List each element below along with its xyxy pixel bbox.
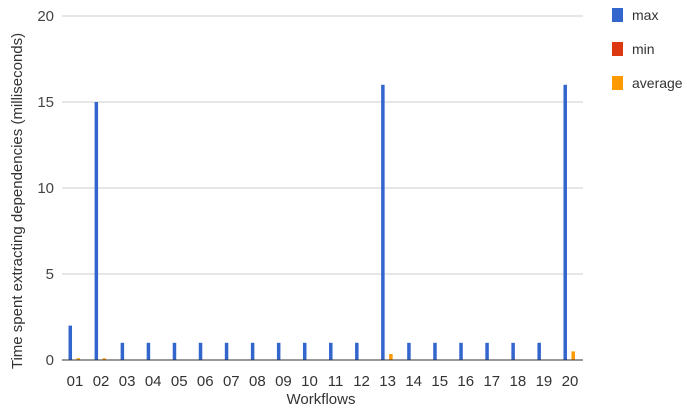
- bar-max-18: [511, 342, 515, 360]
- bar-max-07: [224, 342, 229, 360]
- bar-max-03: [120, 342, 125, 360]
- bar-max-06: [198, 342, 203, 360]
- x-tick-label: 15: [431, 373, 448, 390]
- bar-average-13: [389, 353, 393, 360]
- x-tick-label: 09: [275, 373, 292, 390]
- bar-max-17: [485, 342, 489, 360]
- bar-max-12: [355, 342, 359, 360]
- legend-label-max: max: [632, 7, 658, 23]
- legend: max min average: [612, 7, 683, 91]
- legend-swatch-min: [612, 42, 623, 56]
- x-tick-label: 16: [457, 373, 474, 390]
- x-tick-label: 20: [562, 373, 579, 390]
- x-tick-label: 13: [379, 373, 396, 390]
- x-tick-label: 10: [301, 373, 318, 390]
- gridlines: [62, 15, 583, 275]
- x-axis-title: Workflows: [287, 391, 356, 408]
- x-tick-label: 19: [536, 373, 553, 390]
- bar-max-19: [537, 342, 541, 360]
- y-tick-label: 0: [46, 352, 54, 369]
- x-tick-label: 18: [510, 373, 527, 390]
- x-tick-label: 04: [145, 373, 162, 390]
- bar-max-02: [94, 102, 99, 360]
- bar-max-08: [250, 342, 255, 360]
- bar-max-11: [329, 342, 333, 360]
- y-axis-ticks: 0 5 10 15 20: [37, 8, 54, 369]
- x-tick-label: 05: [171, 373, 188, 390]
- x-tick-label: 07: [223, 373, 240, 390]
- y-tick-label: 20: [37, 8, 54, 25]
- y-axis-title: Time spent extracting dependencies (mill…: [9, 33, 26, 369]
- x-tick-label: 03: [119, 373, 136, 390]
- x-tick-label: 02: [93, 373, 110, 390]
- bar-max-14: [407, 342, 411, 360]
- x-tick-label: 08: [249, 373, 266, 390]
- bar-average-20: [571, 351, 575, 360]
- y-tick-label: 5: [46, 266, 54, 283]
- legend-label-average: average: [632, 75, 683, 91]
- bar-max-20: [563, 84, 567, 361]
- bar-max-16: [459, 342, 463, 360]
- x-tick-label: 11: [328, 373, 344, 390]
- x-tick-label: 14: [405, 373, 422, 390]
- bars: [68, 84, 575, 361]
- x-tick-label: 06: [197, 373, 214, 390]
- x-tick-label: 17: [483, 373, 500, 390]
- x-tick-label: 01: [67, 373, 84, 390]
- y-tick-label: 15: [37, 94, 54, 111]
- bar-max-09: [276, 342, 281, 360]
- bar-max-10: [302, 342, 307, 360]
- x-axis-ticks: 01 02 03 04 05 06 07 08 09 10 11 12 13 14 15 16 17 18 19 20: [67, 373, 579, 390]
- bar-max-01: [68, 325, 73, 360]
- x-tick-label: 12: [353, 373, 370, 390]
- bar-average-01: [76, 358, 81, 360]
- legend-swatch-max: [612, 8, 623, 22]
- bar-max-13: [381, 84, 385, 361]
- bar-max-04: [146, 342, 151, 360]
- y-tick-label: 10: [37, 180, 54, 197]
- legend-label-min: min: [632, 41, 655, 57]
- bar-max-05: [172, 342, 177, 360]
- bar-max-15: [433, 342, 437, 360]
- bar-average-02: [102, 358, 107, 360]
- legend-swatch-average: [612, 76, 623, 90]
